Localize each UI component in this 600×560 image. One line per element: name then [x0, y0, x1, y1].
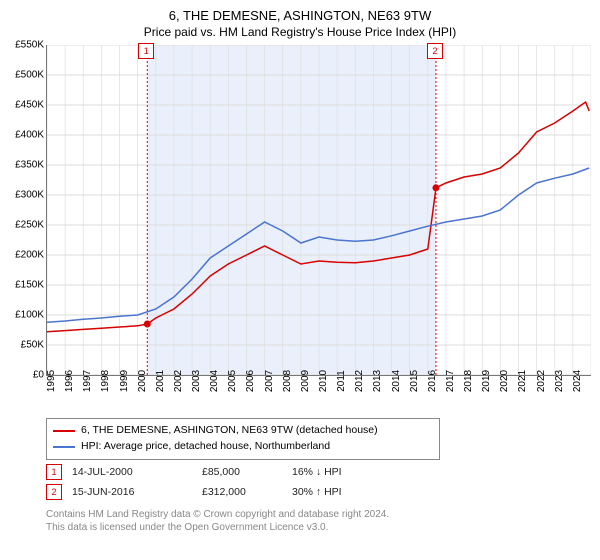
x-tick-label: 2003	[191, 370, 202, 392]
x-tick-label: 2022	[536, 370, 547, 392]
chart-container: 6, THE DEMESNE, ASHINGTON, NE63 9TW Pric…	[0, 0, 600, 560]
legend-swatch-property	[53, 430, 75, 432]
x-tick-label: 2015	[409, 370, 420, 392]
y-tick-label: £500K	[2, 70, 44, 81]
x-tick-label: 1998	[100, 370, 111, 392]
x-tick-label: 2010	[318, 370, 329, 392]
y-tick-label: £200K	[2, 250, 44, 261]
y-tick-label: £250K	[2, 220, 44, 231]
event-marker-small: 1	[46, 464, 62, 480]
x-tick-label: 2016	[427, 370, 438, 392]
y-tick-label: £400K	[2, 130, 44, 141]
x-tick-label: 1996	[64, 370, 75, 392]
x-tick-label: 2013	[372, 370, 383, 392]
x-tick-label: 2009	[300, 370, 311, 392]
footer: Contains HM Land Registry data © Crown c…	[46, 508, 389, 534]
y-axis-labels: £0£50K£100K£150K£200K£250K£300K£350K£400…	[2, 45, 44, 375]
event-marker-small: 2	[46, 484, 62, 500]
y-tick-label: £50K	[2, 340, 44, 351]
event-price: £312,000	[202, 486, 282, 498]
x-axis-labels: 1995199619971998199920002001200220032004…	[46, 377, 590, 409]
y-tick-label: £0	[2, 370, 44, 381]
chart-title: 6, THE DEMESNE, ASHINGTON, NE63 9TW	[0, 0, 600, 23]
x-tick-label: 2005	[227, 370, 238, 392]
x-tick-label: 2006	[245, 370, 256, 392]
x-tick-label: 2001	[155, 370, 166, 392]
y-tick-label: £450K	[2, 100, 44, 111]
footer-line2: This data is licensed under the Open Gov…	[46, 521, 389, 534]
x-tick-label: 2018	[463, 370, 474, 392]
event-marker: 1	[138, 43, 154, 59]
legend-label-hpi: HPI: Average price, detached house, Nort…	[81, 439, 330, 455]
legend-swatch-hpi	[53, 446, 75, 448]
x-tick-label: 1997	[82, 370, 93, 392]
legend: 6, THE DEMESNE, ASHINGTON, NE63 9TW (det…	[46, 418, 440, 460]
footer-line1: Contains HM Land Registry data © Crown c…	[46, 508, 389, 521]
legend-label-property: 6, THE DEMESNE, ASHINGTON, NE63 9TW (det…	[81, 423, 378, 439]
chart-area: £0£50K£100K£150K£200K£250K£300K£350K£400…	[46, 45, 590, 375]
x-tick-label: 1995	[46, 370, 57, 392]
x-tick-label: 2012	[354, 370, 365, 392]
x-tick-label: 1999	[119, 370, 130, 392]
x-tick-label: 2002	[173, 370, 184, 392]
x-tick-label: 2008	[282, 370, 293, 392]
x-tick-label: 2004	[209, 370, 220, 392]
x-tick-label: 2014	[391, 370, 402, 392]
event-row: 1 14-JUL-2000 £85,000 16% ↓ HPI	[46, 462, 392, 482]
event-row: 2 15-JUN-2016 £312,000 30% ↑ HPI	[46, 482, 392, 502]
chart-subtitle: Price paid vs. HM Land Registry's House …	[0, 23, 600, 45]
x-tick-label: 2011	[336, 370, 347, 392]
x-tick-label: 2017	[445, 370, 456, 392]
legend-item-property: 6, THE DEMESNE, ASHINGTON, NE63 9TW (det…	[53, 423, 433, 439]
x-tick-label: 2023	[554, 370, 565, 392]
x-tick-label: 2000	[137, 370, 148, 392]
legend-item-hpi: HPI: Average price, detached house, Nort…	[53, 439, 433, 455]
x-tick-label: 2020	[499, 370, 510, 392]
event-price: £85,000	[202, 466, 282, 478]
line-chart	[46, 45, 591, 376]
event-date: 15-JUN-2016	[72, 486, 192, 498]
event-hpi-delta: 30% ↑ HPI	[292, 486, 392, 498]
y-tick-label: £350K	[2, 160, 44, 171]
y-tick-label: £100K	[2, 310, 44, 321]
y-tick-label: £300K	[2, 190, 44, 201]
events-table: 1 14-JUL-2000 £85,000 16% ↓ HPI 2 15-JUN-2016…	[46, 462, 392, 502]
event-date: 14-JUL-2000	[72, 466, 192, 478]
event-hpi-delta: 16% ↓ HPI	[292, 466, 392, 478]
x-tick-label: 2019	[481, 370, 492, 392]
x-tick-label: 2021	[517, 370, 528, 392]
x-tick-label: 2007	[264, 370, 275, 392]
y-tick-label: £550K	[2, 40, 44, 51]
x-tick-label: 2024	[572, 370, 583, 392]
y-tick-label: £150K	[2, 280, 44, 291]
event-marker: 2	[427, 43, 443, 59]
